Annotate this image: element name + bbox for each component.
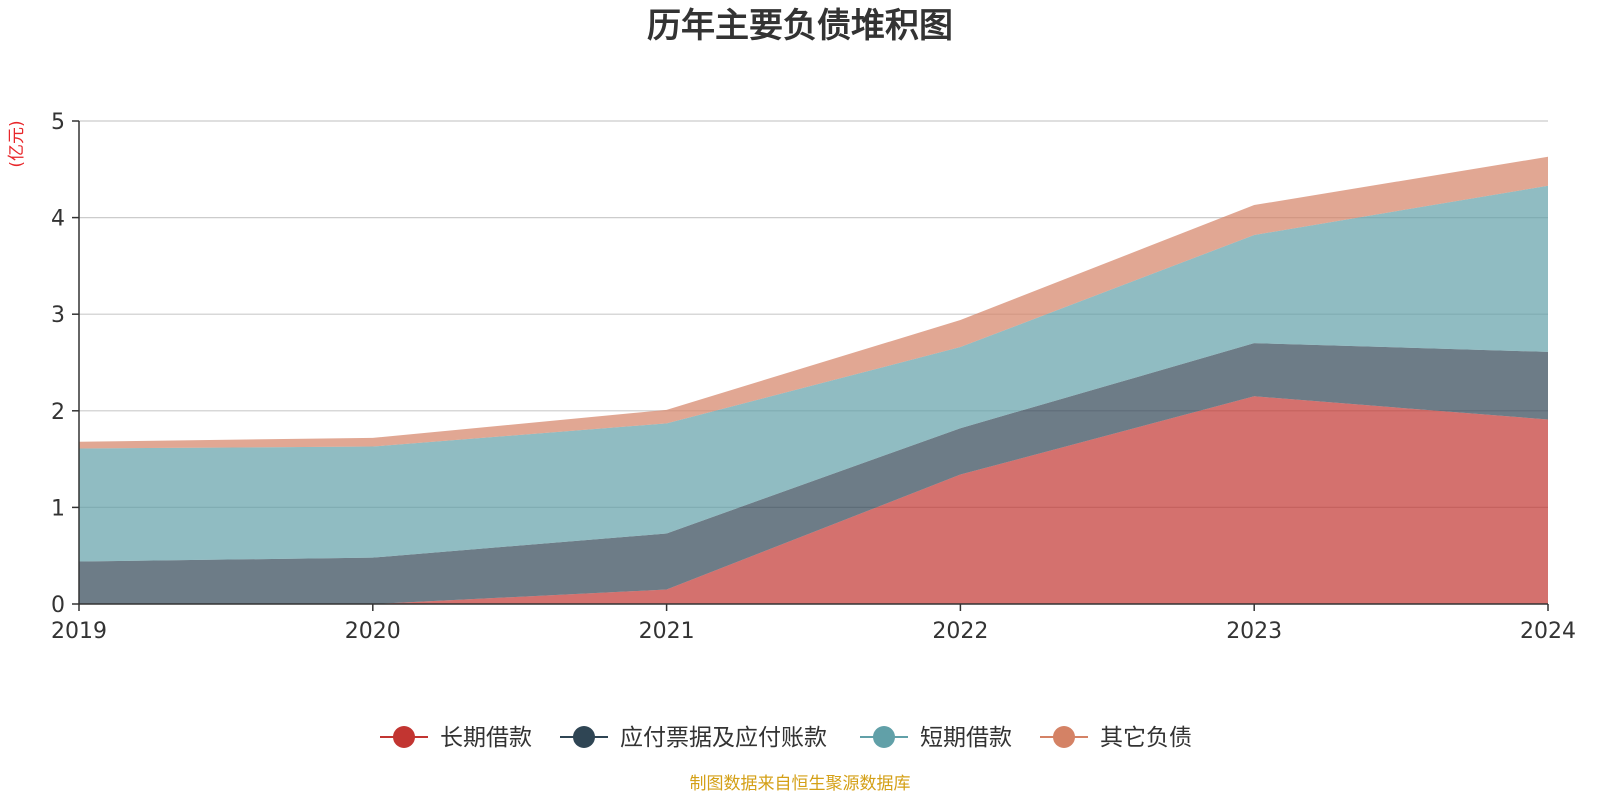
legend-label: 其它负债 xyxy=(1100,725,1192,751)
x-tick-label: 2019 xyxy=(51,619,107,644)
area-series-2 xyxy=(79,343,1548,604)
chart-title: 历年主要负债堆积图 xyxy=(647,6,953,46)
y-tick-label: 1 xyxy=(51,496,65,521)
area-series-3 xyxy=(79,185,1548,562)
legend-label: 长期借款 xyxy=(440,725,532,751)
y-tick-label: 3 xyxy=(51,303,65,328)
legend-marker xyxy=(573,726,595,748)
x-tick-label: 2022 xyxy=(932,619,988,644)
legend-marker xyxy=(873,726,895,748)
legend-label: 短期借款 xyxy=(920,725,1012,751)
x-tick-label: 2024 xyxy=(1520,619,1576,644)
legend-item-4: 其它负债 xyxy=(1040,725,1192,751)
legend: 长期借款 应付票据及应付账款 短期借款 其它负债 xyxy=(380,725,1192,751)
y-tick-label: 2 xyxy=(51,400,65,425)
data-source-note: 制图数据来自恒生聚源数据库 xyxy=(690,774,911,794)
area-series-4 xyxy=(79,156,1548,449)
legend-item-2: 应付票据及应付账款 xyxy=(560,725,827,751)
legend-marker xyxy=(1053,726,1075,748)
legend-item-1: 长期借款 xyxy=(380,725,532,751)
y-unit-label: (亿元) xyxy=(7,120,27,167)
legend-label: 应付票据及应付账款 xyxy=(620,725,827,751)
axes: 0 1 2 3 4 5 2019 2020 2021 2022 2023 2024 xyxy=(51,110,1576,644)
legend-marker xyxy=(393,726,415,748)
y-tick-label: 4 xyxy=(51,207,65,232)
x-tick-label: 2023 xyxy=(1226,619,1282,644)
area-series-1 xyxy=(79,396,1548,604)
legend-item-3: 短期借款 xyxy=(860,725,1012,751)
area-series xyxy=(79,156,1548,604)
y-tick-label: 0 xyxy=(51,593,65,618)
x-tick-label: 2020 xyxy=(345,619,401,644)
x-tick-label: 2021 xyxy=(639,619,695,644)
y-tick-label: 5 xyxy=(51,110,65,135)
